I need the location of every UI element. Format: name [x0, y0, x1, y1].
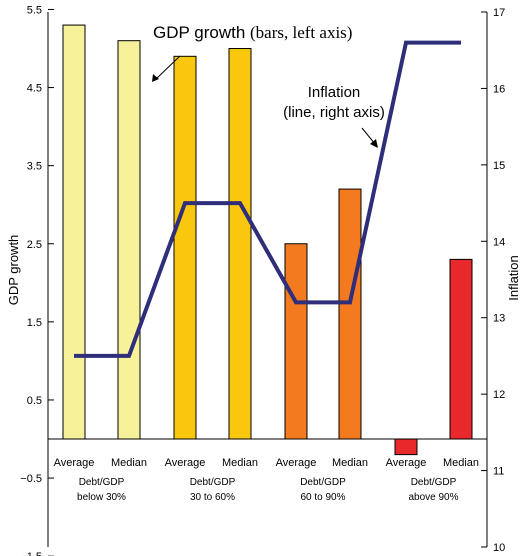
right-tick-label: 15 [493, 160, 505, 172]
right-tick-label: 16 [493, 83, 505, 95]
category-label: Median [443, 457, 479, 469]
right-tick-label: 12 [493, 389, 505, 401]
annotation-gdp-arrowhead [152, 74, 159, 82]
group-label-line: Debt/GDP [300, 477, 346, 488]
annotation-gdp-arrow-line [155, 55, 181, 80]
group-labels: Debt/GDP below 30% Debt/GDP 30 to 60% Debt/G… [77, 477, 459, 503]
right-axis: 17 16 15 14 13 12 11 10 Inflation [481, 7, 521, 554]
right-tick-label: 11 [493, 466, 504, 478]
annotation-gdp-text: GDP growth (bars, left axis) [153, 23, 352, 42]
bar [394, 438, 418, 456]
left-tick-label: 2.5 [27, 239, 42, 251]
annotation-gdp-paren: (bars, left axis) [250, 23, 352, 42]
group-label-line: below 30% [77, 492, 126, 503]
bar [338, 188, 362, 440]
right-tick-label: 14 [493, 236, 505, 248]
bar [117, 40, 141, 440]
annotation-inflation-line1: Inflation [308, 84, 361, 101]
category-label: Average [54, 457, 95, 469]
group-label-line: Debt/GDP [411, 477, 457, 488]
bar [173, 55, 197, 440]
group-label-line: 30 to 60% [190, 492, 235, 503]
category-label: Median [222, 457, 258, 469]
annotation-gdp: GDP growth (bars, left axis) [152, 23, 352, 82]
bar-series [62, 24, 473, 456]
left-tick-label: 0.5 [27, 395, 42, 407]
right-tick-group: 17 16 15 14 13 12 11 10 [481, 7, 505, 554]
right-tick-label: 13 [493, 313, 505, 325]
annotation-inflation-arrow-line [361, 127, 376, 145]
category-label: Average [276, 457, 317, 469]
category-label: Median [111, 457, 147, 469]
category-label: Median [332, 457, 368, 469]
left-tick-label: 1.5 [27, 317, 42, 329]
group-label-line: Debt/GDP [190, 477, 236, 488]
group-label-line: 60 to 90% [300, 492, 345, 503]
left-tick-label: −0.5 [20, 473, 42, 485]
annotation-inflation-arrowhead [370, 139, 378, 148]
y-axis-title: GDP growth [6, 235, 21, 306]
left-axis: 5.5 4.5 3.5 2.5 1.5 0.5 −0.5 −1.5 GDP growth [6, 4, 54, 556]
left-tick-label: 5.5 [27, 4, 42, 16]
left-tick-group: 5.5 4.5 3.5 2.5 1.5 0.5 −0.5 −1.5 [20, 4, 54, 556]
left-tick-label: −1.5 [20, 551, 42, 556]
bar [228, 48, 252, 440]
group-label-line: above 90% [408, 492, 458, 503]
bar [284, 243, 308, 440]
annotation-inflation-line2: (line, right axis) [283, 104, 385, 121]
group-label-line: Debt/GDP [79, 477, 125, 488]
category-labels: Average Median Average Median Average Median A… [54, 457, 479, 469]
category-label: Average [386, 457, 427, 469]
category-label: Average [165, 457, 206, 469]
annotation-inflation: Inflation (line, right axis) [283, 84, 385, 148]
left-tick-label: 3.5 [27, 161, 42, 173]
y-axis-right-title: Inflation [506, 255, 521, 301]
inflation-line [74, 40, 461, 358]
left-tick-label: 4.5 [27, 83, 42, 95]
bar [449, 258, 473, 440]
annotation-gdp-main: GDP growth [153, 23, 245, 42]
right-tick-label: 17 [493, 7, 505, 19]
bar [62, 24, 86, 440]
right-tick-label: 10 [493, 542, 505, 554]
